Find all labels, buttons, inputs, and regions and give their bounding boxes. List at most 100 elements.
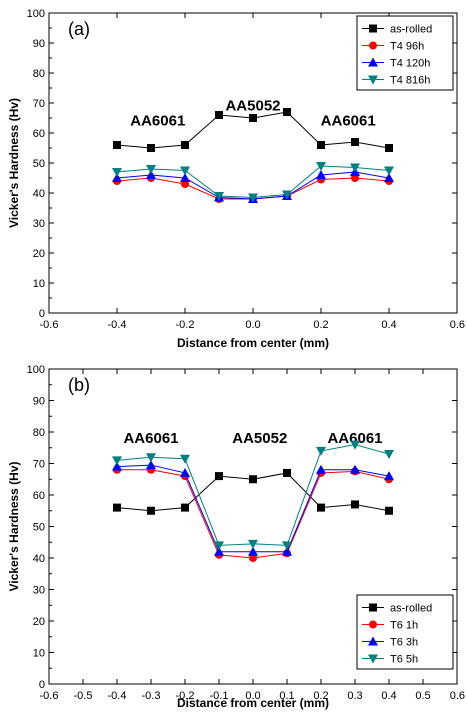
legend-marker bbox=[369, 603, 377, 612]
x-tick-label: -0.3 bbox=[142, 690, 161, 702]
y-tick-label: 0 bbox=[39, 679, 45, 691]
y-tick-label: 70 bbox=[33, 98, 45, 110]
y-tick-label: 50 bbox=[33, 158, 45, 170]
data-point-3 bbox=[214, 541, 224, 551]
legend-marker bbox=[368, 75, 378, 85]
y-tick-label: 80 bbox=[33, 427, 45, 439]
x-tick-label: -0.6 bbox=[40, 319, 59, 331]
data-point-3 bbox=[282, 541, 292, 551]
panel-label: (b) bbox=[68, 375, 90, 395]
x-tick-label: -0.2 bbox=[176, 319, 195, 331]
legend-marker bbox=[368, 654, 378, 664]
data-point-3 bbox=[248, 539, 258, 549]
data-point-0 bbox=[385, 506, 393, 515]
panel-label: (a) bbox=[68, 19, 90, 39]
data-point-2 bbox=[146, 170, 156, 179]
data-point-0 bbox=[113, 141, 121, 149]
data-point-3 bbox=[112, 456, 122, 466]
y-tick-label: 80 bbox=[33, 68, 45, 80]
data-point-2 bbox=[248, 546, 258, 556]
y-axis-label: Vicker's Hardness (Hv) bbox=[7, 461, 21, 591]
data-point-0 bbox=[385, 144, 393, 152]
data-point-2 bbox=[316, 464, 326, 474]
data-point-3 bbox=[180, 454, 190, 464]
data-point-2 bbox=[180, 467, 190, 477]
y-tick-label: 20 bbox=[33, 616, 45, 628]
data-point-3 bbox=[112, 168, 122, 177]
x-tick-label: 0.0 bbox=[245, 690, 260, 702]
legend-label: T4 120h bbox=[390, 58, 430, 70]
x-tick-label: 0.3 bbox=[347, 690, 362, 702]
y-tick-label: 10 bbox=[33, 648, 45, 660]
x-tick-label: 0.2 bbox=[313, 690, 328, 702]
y-tick-label: 90 bbox=[33, 396, 45, 408]
legend-label: T4 816h bbox=[390, 75, 430, 87]
y-tick-label: 30 bbox=[33, 585, 45, 597]
data-point-3 bbox=[248, 193, 258, 203]
x-tick-label: 0.0 bbox=[245, 319, 260, 331]
region-label: AA6061 bbox=[327, 430, 382, 447]
x-tick-label: 0.6 bbox=[450, 319, 465, 331]
x-tick-label: -0.2 bbox=[176, 690, 195, 702]
data-point-2 bbox=[316, 170, 326, 179]
x-axis-label: Distance from center (mm) bbox=[177, 696, 329, 710]
data-point-2 bbox=[146, 460, 156, 470]
data-point-3 bbox=[384, 450, 394, 460]
data-point-0 bbox=[181, 503, 189, 512]
y-axis-label: Vicker's Hardness (Hv) bbox=[7, 98, 21, 228]
y-tick-label: 0 bbox=[39, 308, 45, 320]
data-point-2 bbox=[384, 173, 394, 182]
y-tick-label: 90 bbox=[33, 38, 45, 50]
legend-marker bbox=[369, 24, 377, 33]
x-tick-label: -0.5 bbox=[74, 690, 93, 702]
data-point-0 bbox=[113, 503, 121, 512]
data-point-0 bbox=[249, 475, 257, 484]
data-point-2 bbox=[350, 464, 360, 474]
y-tick-label: 40 bbox=[33, 188, 45, 200]
y-tick-label: 100 bbox=[27, 364, 45, 376]
data-point-2 bbox=[214, 546, 224, 556]
legend-label: T4 96h bbox=[390, 41, 424, 53]
data-point-3 bbox=[350, 440, 360, 450]
data-point-2 bbox=[112, 173, 122, 182]
data-point-3 bbox=[316, 162, 326, 171]
legend-label: T6 1h bbox=[390, 620, 418, 632]
data-point-3 bbox=[146, 453, 156, 463]
legend-marker bbox=[369, 620, 377, 629]
series-line-3 bbox=[116, 444, 390, 546]
x-tick-label: 0.5 bbox=[415, 690, 430, 702]
y-tick-label: 20 bbox=[33, 248, 45, 260]
data-point-3 bbox=[384, 166, 394, 176]
y-tick-label: 10 bbox=[33, 278, 45, 290]
x-tick-label: 0.1 bbox=[279, 690, 294, 702]
data-point-3 bbox=[316, 446, 326, 456]
x-tick-label: 0.4 bbox=[381, 690, 396, 702]
data-point-3 bbox=[146, 165, 156, 174]
region-label: AA5052 bbox=[225, 98, 280, 115]
legend-label: as-rolled bbox=[390, 603, 432, 615]
y-tick-label: 100 bbox=[27, 8, 45, 20]
x-tick-label: 0.6 bbox=[450, 690, 465, 702]
x-tick-label: -0.4 bbox=[108, 319, 127, 331]
data-point-0 bbox=[215, 472, 223, 481]
y-tick-label: 30 bbox=[33, 218, 45, 230]
x-tick-label: 0.4 bbox=[381, 319, 396, 331]
data-point-0 bbox=[249, 114, 257, 122]
data-point-0 bbox=[147, 506, 155, 515]
legend-label: as-rolled bbox=[390, 24, 432, 36]
data-point-0 bbox=[351, 138, 359, 146]
data-point-0 bbox=[181, 141, 189, 149]
legend-label: T6 5h bbox=[390, 654, 418, 666]
region-label: AA5052 bbox=[232, 430, 287, 447]
y-tick-label: 40 bbox=[33, 553, 45, 565]
data-point-3 bbox=[282, 190, 292, 200]
data-point-2 bbox=[180, 173, 190, 182]
legend-label: T6 3h bbox=[390, 637, 418, 649]
series-line-3 bbox=[116, 165, 390, 199]
legend-marker bbox=[368, 636, 378, 646]
x-tick-label: -0.6 bbox=[40, 690, 59, 702]
x-tick-label: 0.2 bbox=[313, 319, 328, 331]
legend-marker bbox=[369, 41, 377, 50]
data-point-0 bbox=[147, 144, 155, 152]
